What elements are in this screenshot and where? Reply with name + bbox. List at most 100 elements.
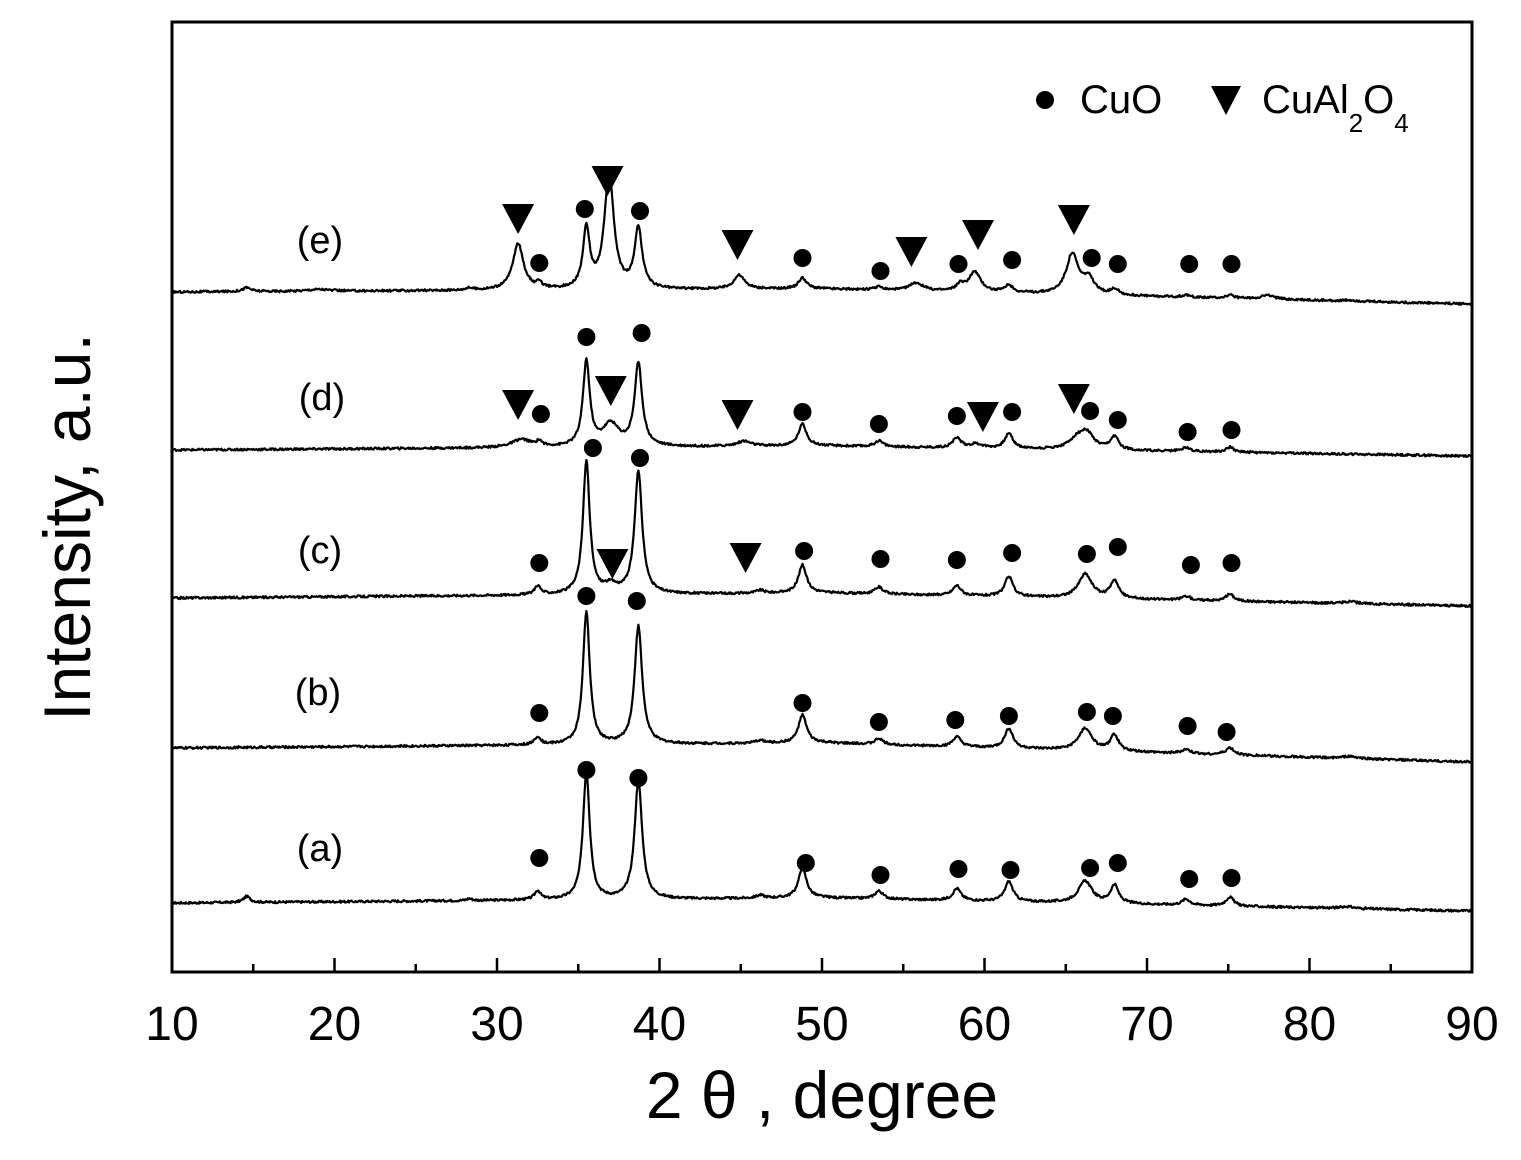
- cuo-marker: [946, 711, 965, 729]
- cuo-marker: [530, 849, 549, 867]
- cuo-marker: [949, 255, 968, 273]
- phase-markers: [502, 166, 1241, 888]
- trace-label: (d): [299, 377, 345, 419]
- x-tick-label: 90: [1445, 998, 1498, 1051]
- cuo-marker: [1081, 859, 1100, 877]
- x-tick-label: 10: [145, 998, 198, 1051]
- cualo-marker: [1057, 205, 1090, 235]
- cualo-marker: [596, 549, 629, 579]
- cualo-marker: [502, 204, 535, 234]
- cuo-marker: [530, 554, 549, 572]
- x-tick-label: 80: [1283, 998, 1336, 1051]
- cuo-marker: [793, 403, 812, 421]
- legend-cuo-label: CuO: [1080, 78, 1162, 122]
- cuo-marker: [1077, 703, 1096, 721]
- cuo-marker: [627, 592, 646, 610]
- cuo-marker: [793, 694, 812, 712]
- cuo-marker: [947, 407, 966, 425]
- x-tick-label: 50: [795, 998, 848, 1051]
- cualo-marker: [729, 543, 762, 573]
- cuo-marker: [632, 324, 651, 342]
- cuo-marker: [795, 542, 814, 560]
- trace-label: (e): [297, 220, 343, 262]
- cuo-marker: [577, 587, 596, 605]
- cuo-marker: [629, 769, 648, 787]
- x-axis-title: 2 θ , degree: [646, 1058, 998, 1132]
- cuo-marker: [1222, 554, 1241, 572]
- trace-1: [171, 770, 1473, 913]
- cuo-marker: [1222, 869, 1241, 887]
- cualo-marker: [962, 220, 994, 250]
- trace-label: (b): [295, 672, 341, 714]
- cualo-marker: [721, 400, 754, 430]
- cuo-marker: [631, 449, 649, 467]
- legend-cualo-marker: [1211, 86, 1241, 115]
- cuo-marker: [577, 328, 596, 346]
- cuo-marker: [949, 860, 968, 878]
- cuo-marker: [793, 249, 812, 267]
- cuo-marker: [1108, 538, 1127, 556]
- cuo-marker: [1178, 423, 1197, 441]
- cuo-marker: [871, 866, 890, 884]
- cuo-marker: [577, 761, 596, 779]
- legend-cuo-marker: [1036, 91, 1054, 109]
- cualo-marker: [895, 237, 928, 267]
- cuo-marker: [999, 707, 1018, 725]
- cuo-marker: [530, 254, 549, 272]
- cuo-marker: [871, 550, 890, 568]
- cuo-marker: [947, 551, 966, 569]
- cuo-marker: [530, 704, 549, 722]
- trace-4: [171, 357, 1474, 459]
- x-tick-label: 20: [308, 998, 361, 1051]
- cuo-marker: [583, 439, 602, 457]
- cuo-marker: [1003, 403, 1022, 421]
- cuo-marker: [871, 262, 890, 280]
- cuo-marker: [869, 415, 888, 433]
- diffraction-traces: [171, 169, 1474, 913]
- cuo-marker: [796, 854, 815, 872]
- cualo-marker: [594, 376, 627, 406]
- cualo-marker: [591, 166, 624, 196]
- cuo-marker: [1178, 717, 1197, 735]
- cualo-marker: [502, 390, 535, 420]
- trace-3: [171, 458, 1473, 608]
- plot-frame: [170, 20, 1474, 974]
- cuo-marker: [531, 405, 550, 423]
- cuo-marker: [869, 713, 888, 731]
- cuo-marker: [1103, 707, 1122, 725]
- cuo-marker: [1108, 255, 1127, 273]
- cuo-marker: [1180, 255, 1199, 273]
- cuo-marker: [1108, 854, 1127, 872]
- cuo-marker: [1003, 544, 1022, 562]
- cuo-marker: [1082, 249, 1101, 267]
- cualo-marker: [1057, 384, 1090, 414]
- y-axis-title: Intensity, a.u.: [30, 333, 104, 721]
- cuo-marker: [1217, 723, 1236, 741]
- trace-label: (c): [298, 530, 342, 572]
- legend-cualo-label: CuAl2O4: [1262, 78, 1409, 138]
- cualo-marker: [966, 402, 999, 432]
- x-tick-label: 60: [958, 998, 1011, 1051]
- cuo-marker: [1108, 411, 1127, 429]
- cuo-marker: [1180, 870, 1199, 888]
- cuo-marker: [1001, 861, 1020, 879]
- x-tick-label: 40: [633, 998, 686, 1051]
- cuo-marker: [575, 200, 594, 218]
- cuo-marker: [1222, 421, 1241, 439]
- trace-labels: (a) (b) (c) (d) (e): [295, 220, 345, 870]
- x-axis-ticks: 10 20 30 40 50 60 70 80 90: [145, 958, 1499, 1051]
- cuo-marker: [1222, 255, 1241, 273]
- x-tick-label: 70: [1120, 998, 1173, 1051]
- x-tick-label: 30: [470, 998, 523, 1051]
- cuo-marker: [1077, 545, 1096, 563]
- trace-label: (a): [297, 828, 343, 870]
- cuo-marker: [1081, 402, 1100, 420]
- cuo-marker: [1181, 556, 1200, 574]
- cuo-marker: [631, 202, 649, 220]
- trace-2: [171, 609, 1473, 764]
- legend: CuO CuAl2O4: [1036, 78, 1409, 138]
- cualo-marker: [721, 230, 754, 260]
- trace-5: [171, 169, 1474, 307]
- cuo-marker: [1003, 251, 1022, 269]
